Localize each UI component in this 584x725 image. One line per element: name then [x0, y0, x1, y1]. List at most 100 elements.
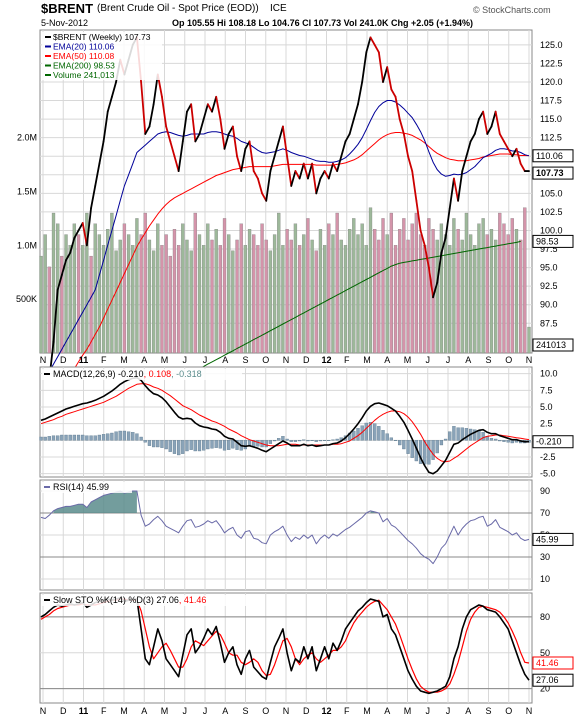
macd-histogram-bar	[164, 440, 168, 450]
price-y-tick: 102.5	[540, 207, 563, 217]
price-segment	[319, 170, 326, 180]
volume-bar	[156, 223, 160, 354]
sto-value-tag-box	[532, 656, 574, 670]
volume-bar	[164, 234, 168, 354]
macd-histogram-bar	[110, 432, 114, 441]
volume-bar	[318, 229, 323, 354]
macd-title-bg	[42, 369, 242, 380]
macd-histogram-bar	[406, 440, 410, 454]
x-axis-label-bottom: N	[526, 706, 533, 716]
price-segment	[377, 51, 384, 83]
macd-histogram-bar	[256, 440, 260, 447]
macd-histogram-bar	[202, 440, 206, 451]
price-segment	[344, 133, 351, 143]
macd-histogram-bar	[464, 428, 469, 441]
volume-y-tick: 500K	[16, 294, 37, 304]
price-segment	[373, 43, 380, 54]
volume-bar	[368, 207, 373, 354]
x-axis-label: O	[262, 355, 269, 365]
price-segment	[98, 140, 105, 165]
x-axis-label: 12	[321, 355, 331, 365]
price-segment	[369, 36, 376, 46]
price-segment	[494, 110, 501, 135]
legend-entry: EMA(50) 110.08	[53, 51, 115, 61]
price-segment	[273, 140, 280, 158]
volume-bar	[139, 234, 143, 354]
volume-bar	[281, 245, 285, 354]
volume-bar	[243, 245, 248, 354]
macd-histogram-bar	[97, 434, 102, 441]
sto-value-tag: 27.06	[536, 675, 559, 685]
volume-bar	[247, 229, 252, 354]
macd-histogram-bar	[297, 440, 302, 442]
macd-histogram-bar	[60, 434, 64, 441]
macd-histogram-bar	[481, 432, 485, 441]
macd-histogram-bar	[427, 440, 431, 465]
volume-bar	[89, 255, 93, 354]
volume-bar	[377, 239, 381, 354]
sto-y-tick: 80	[540, 612, 550, 622]
price-segment	[498, 133, 505, 143]
rsi-title-bg	[42, 482, 132, 493]
x-axis-label-bottom: F	[101, 706, 107, 716]
volume-bar	[473, 245, 477, 354]
x-axis-label-bottom: A	[465, 706, 471, 716]
x-axis-label-bottom: A	[222, 706, 228, 716]
macd-histogram-bar	[168, 440, 172, 452]
x-axis-label-bottom: J	[183, 706, 188, 716]
volume-bar	[260, 223, 264, 354]
macd-y-tick: 2.5	[540, 419, 553, 429]
volume-bar	[481, 218, 485, 354]
x-axis-label-bottom: J	[446, 706, 451, 716]
macd-histogram-bar	[448, 431, 452, 441]
macd-histogram-bar	[368, 422, 373, 441]
price-segment	[73, 229, 80, 239]
price-segment	[140, 81, 147, 135]
macd-histogram-bar	[381, 430, 385, 441]
price-segment	[340, 140, 347, 158]
price-segment	[511, 147, 518, 158]
volume-bar	[314, 250, 318, 354]
price-segment	[332, 162, 339, 172]
volume-bar	[464, 212, 469, 354]
macd-histogram-bar	[68, 434, 72, 441]
price-value-tag-box	[532, 149, 574, 163]
macd-histogram-bar	[214, 440, 218, 448]
macd-histogram-bar	[418, 440, 423, 464]
price-segment	[181, 110, 188, 143]
price-segment	[394, 95, 401, 121]
price-segment	[94, 162, 101, 187]
macd-histogram-bar	[185, 440, 189, 452]
price-segment	[302, 162, 309, 180]
volume-bar	[172, 229, 177, 354]
volume-bar	[293, 223, 298, 354]
macd-histogram-bar	[477, 430, 481, 441]
x-axis-label-bottom: D	[303, 706, 310, 716]
volume-bar	[335, 212, 339, 354]
price-value-tag: 98.53	[536, 236, 559, 246]
x-axis-label: A	[384, 355, 390, 365]
x-axis-label: M	[120, 355, 128, 365]
macd-histogram-bar	[385, 433, 389, 441]
macd-histogram-bar	[89, 435, 93, 441]
volume-bar	[72, 223, 77, 354]
macd-histogram-bar	[439, 440, 444, 446]
price-y-tick: 92.5	[540, 281, 558, 291]
macd-histogram-bar	[272, 440, 277, 442]
volume-bar	[202, 245, 206, 354]
price-segment	[490, 110, 497, 128]
macd-histogram-bar	[218, 440, 222, 449]
volume-bar	[477, 223, 481, 354]
macd-histogram-bar	[352, 430, 356, 441]
macd-y-tick: 7.5	[540, 385, 553, 395]
volume-bar	[47, 266, 51, 354]
x-axis-label-bottom: 11	[79, 706, 89, 716]
macd-histogram-bar	[126, 431, 131, 441]
macd-histogram-bar	[222, 440, 227, 451]
macd-histogram-bar	[289, 440, 293, 442]
macd-histogram-bar	[147, 440, 152, 446]
price-segment	[453, 177, 459, 202]
price-segment	[111, 81, 117, 98]
price-y-tick: 90.0	[540, 300, 558, 310]
